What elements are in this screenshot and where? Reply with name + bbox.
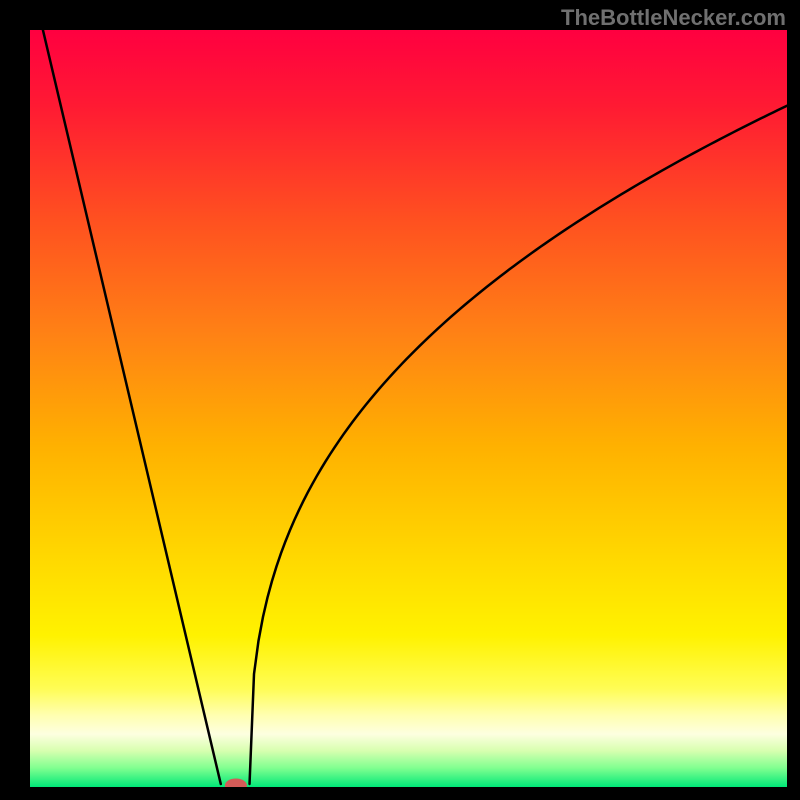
plot-svg xyxy=(30,30,787,787)
chart-container: TheBottleNecker.com xyxy=(0,0,800,800)
watermark-text: TheBottleNecker.com xyxy=(561,5,786,31)
gradient-background xyxy=(30,30,787,787)
plot-area xyxy=(30,30,787,787)
